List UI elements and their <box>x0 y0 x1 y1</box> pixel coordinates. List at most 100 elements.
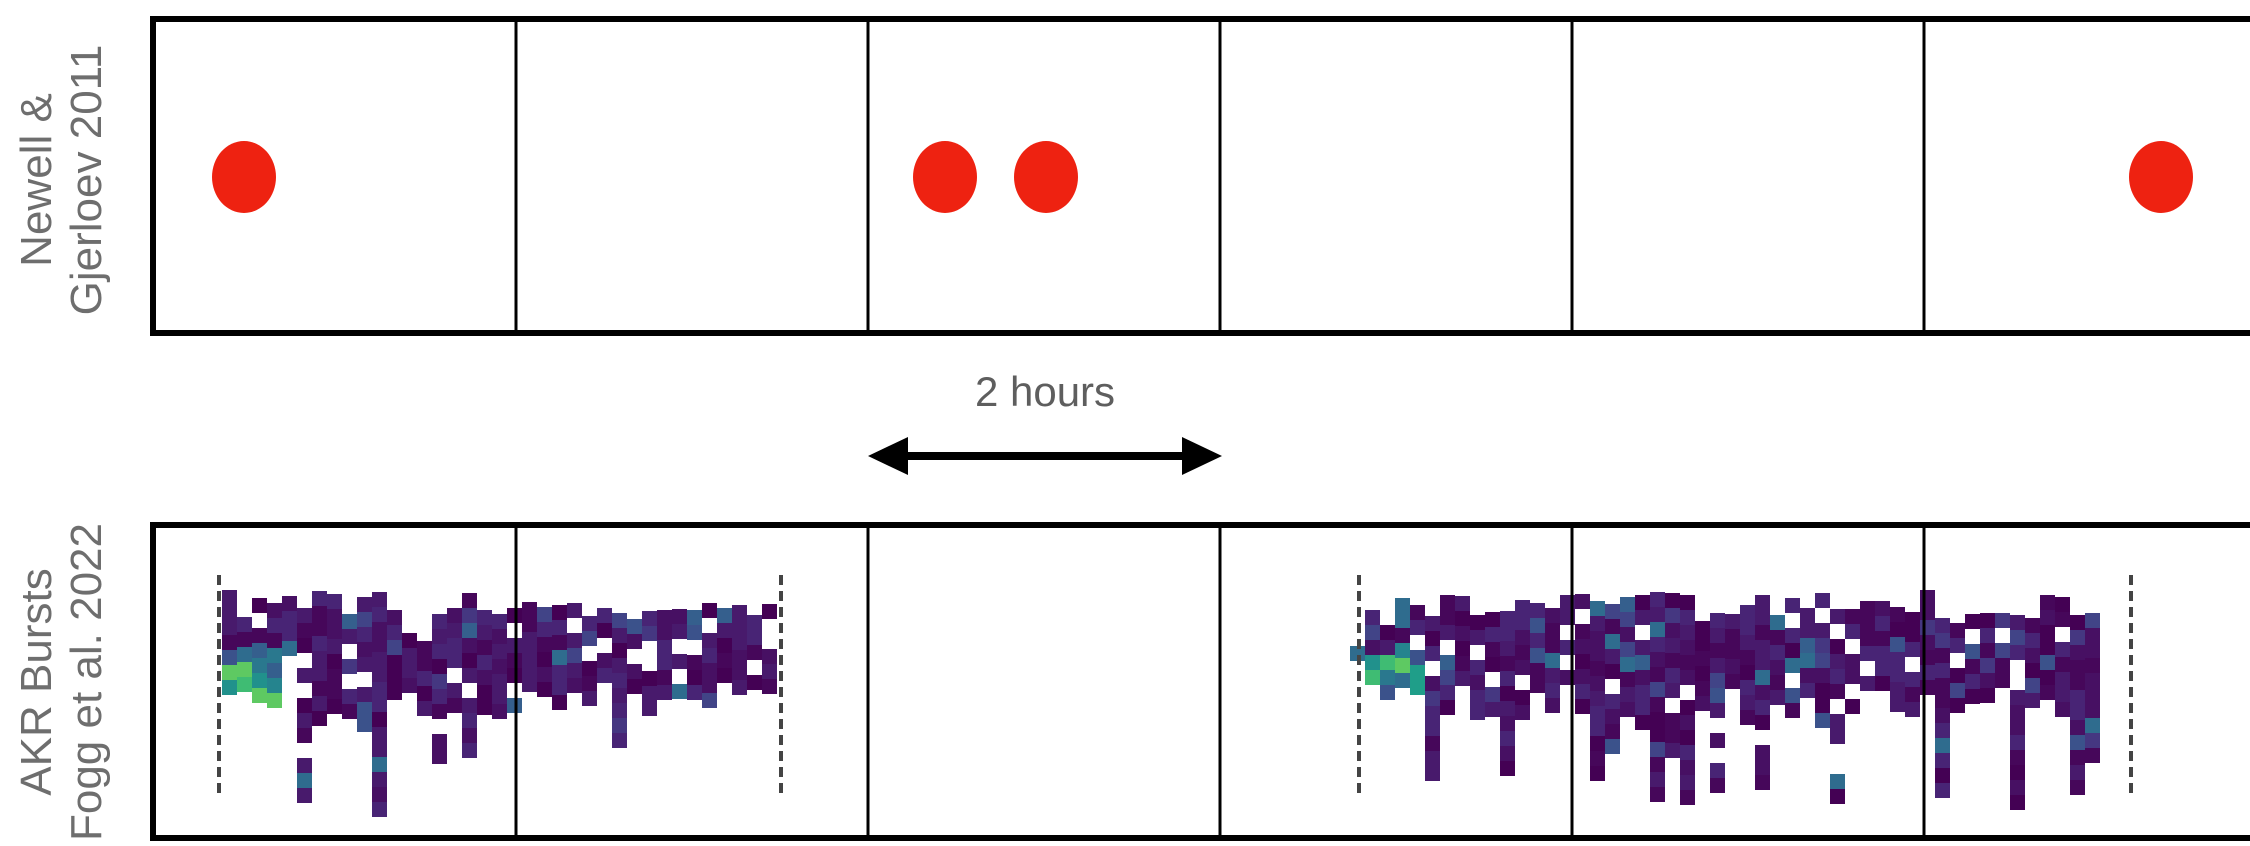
heatmap-cell <box>1920 665 1935 680</box>
heatmap-cell <box>1920 635 1935 650</box>
heatmap-cell <box>402 633 417 648</box>
heatmap-cell <box>282 611 297 626</box>
heatmap-cell <box>1500 761 1515 776</box>
heatmap-cell <box>372 682 387 697</box>
heatmap-cell <box>2070 615 2085 630</box>
heatmap-cell <box>2010 765 2025 780</box>
heatmap-cell <box>1650 637 1665 652</box>
heatmap-cell <box>297 638 312 653</box>
heatmap-cell <box>1755 640 1770 655</box>
heatmap-cell <box>1545 623 1560 638</box>
heatmap-cell <box>282 596 297 611</box>
heatmap-cell <box>2085 748 2100 763</box>
heatmap-cell <box>252 688 267 703</box>
heatmap-cell <box>657 670 672 685</box>
heatmap-cell <box>1890 682 1905 697</box>
heatmap-cell <box>1425 631 1440 646</box>
heatmap-cell <box>1950 668 1965 683</box>
heatmap-cell <box>612 733 627 748</box>
heatmap-cell <box>1800 653 1815 668</box>
heatmap-cell <box>1650 742 1665 757</box>
heatmap-cell <box>2070 720 2085 735</box>
heatmap-cell <box>582 631 597 646</box>
top-panel-label-line-1: Newell & <box>12 93 61 267</box>
heatmap-cell <box>1590 646 1605 661</box>
heatmap-cell <box>1515 630 1530 645</box>
scale-bar-arrow <box>868 437 1222 475</box>
heatmap-cell <box>1380 685 1395 700</box>
bottom-panel-label-line-1: AKR Bursts <box>12 568 61 796</box>
heatmap-cell <box>762 604 777 619</box>
heatmap-cell <box>1845 669 1860 684</box>
heatmap-cell <box>1605 634 1620 649</box>
heatmap-cell <box>687 670 702 685</box>
heatmap-cell <box>1755 715 1770 730</box>
heatmap-cell <box>1590 661 1605 676</box>
heatmap-cell <box>672 654 687 669</box>
heatmap-cell <box>342 629 357 644</box>
heatmap-cell <box>1590 676 1605 691</box>
heatmap-cell <box>717 638 732 653</box>
heatmap-cell <box>597 668 612 683</box>
heatmap-cell <box>1725 674 1740 689</box>
heatmap-cell <box>1920 620 1935 635</box>
heatmap-cell <box>2070 690 2085 705</box>
heatmap-cell <box>1770 675 1785 690</box>
heatmap-cell <box>372 607 387 622</box>
heatmap-cell <box>1545 653 1560 668</box>
heatmap-cell <box>2010 720 2025 735</box>
heatmap-cell <box>2070 735 2085 750</box>
heatmap-cell <box>2070 645 2085 660</box>
heatmap-cell <box>1590 706 1605 721</box>
heatmap-cell <box>1680 745 1695 760</box>
burst-boundary-lines <box>217 575 2133 793</box>
heatmap-cell <box>417 641 432 656</box>
heatmap-cell <box>1380 655 1395 670</box>
heatmap-cell <box>1605 649 1620 664</box>
heatmap-cell <box>1590 601 1605 616</box>
heatmap-cell <box>1350 646 1365 661</box>
heatmap-cell <box>2055 612 2070 627</box>
heatmap-cell <box>1620 642 1635 657</box>
heatmap-cell <box>1365 670 1380 685</box>
heatmap-cell <box>1995 643 2010 658</box>
heatmap-cell <box>1530 618 1545 633</box>
heatmap-cell <box>702 693 717 708</box>
heatmap-cell <box>522 617 537 632</box>
heatmap-cell <box>1665 638 1680 653</box>
heatmap-cell <box>387 685 402 700</box>
heatmap-cell <box>1470 675 1485 690</box>
heatmap-cell <box>1815 623 1830 638</box>
heatmap-cell <box>1650 757 1665 772</box>
heatmap-cell <box>567 663 582 678</box>
heatmap-cell <box>387 625 402 640</box>
heatmap-cell <box>1710 658 1725 673</box>
heatmap-cell <box>747 615 762 630</box>
heatmap-cell <box>447 653 462 668</box>
heatmap-cell <box>1815 698 1830 713</box>
heatmap-cell <box>312 696 327 711</box>
event-markers <box>212 141 2193 213</box>
heatmap-cell <box>1620 612 1635 627</box>
heatmap-cell <box>327 699 342 714</box>
heatmap-cell <box>1440 625 1455 640</box>
heatmap-cell <box>582 616 597 631</box>
heatmap-cell <box>1920 650 1935 665</box>
heatmap-cell <box>1965 614 1980 629</box>
heatmap-cell <box>2010 615 2025 630</box>
heatmap-cell <box>1575 639 1590 654</box>
heatmap-cell <box>1575 624 1590 639</box>
heatmap-cell <box>1500 656 1515 671</box>
heatmap-cell <box>372 667 387 682</box>
heatmap-cell <box>357 597 372 612</box>
heatmap-cell <box>1650 787 1665 802</box>
heatmap-cell <box>1755 595 1770 610</box>
heatmap-cell <box>1440 595 1455 610</box>
heatmap-cell <box>477 655 492 670</box>
heatmap-cell <box>567 633 582 648</box>
heatmap-cell <box>1830 789 1845 804</box>
heatmap-cell <box>1590 751 1605 766</box>
heatmap-cell <box>1785 598 1800 613</box>
heatmap-cell <box>1665 608 1680 623</box>
